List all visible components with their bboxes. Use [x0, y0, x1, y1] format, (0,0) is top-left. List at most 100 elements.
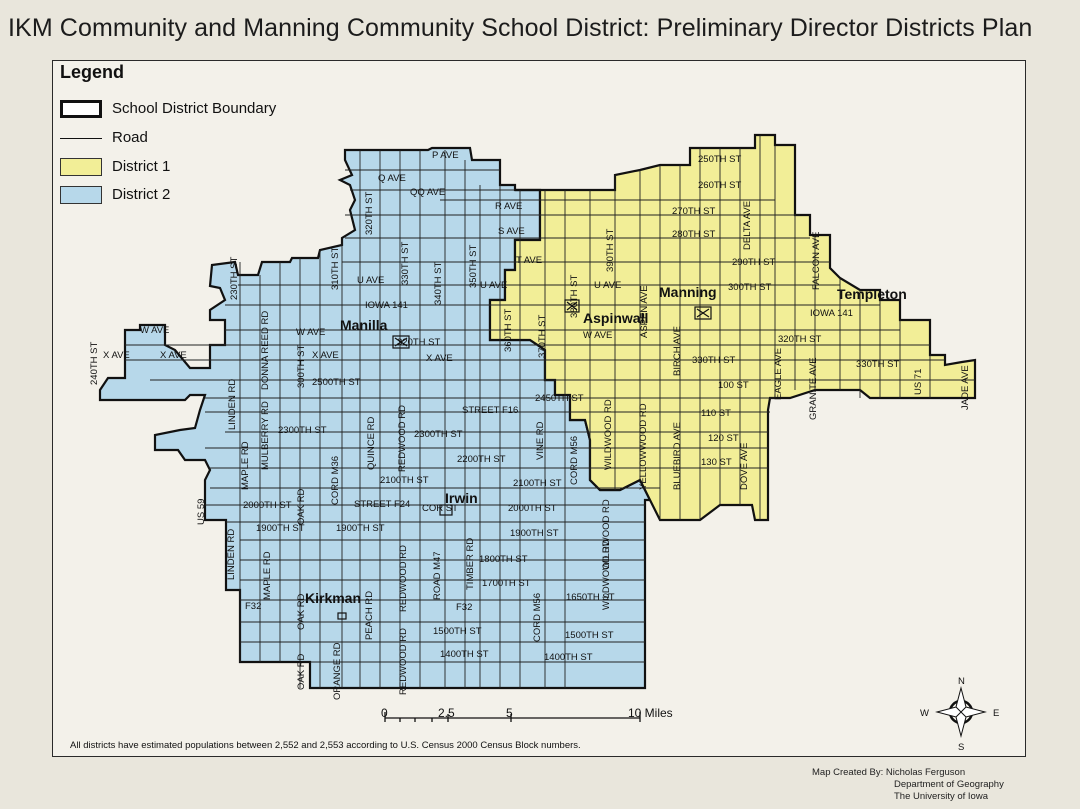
road-label: LINDEN RD — [227, 379, 238, 430]
compass-west: W — [920, 708, 929, 719]
scale-tick-label: 10 Miles — [628, 706, 673, 720]
road-label: U AVE — [480, 280, 507, 291]
road-label: 1900TH ST — [510, 528, 559, 539]
road-labels-vertical: 310TH ST 320TH ST 330TH ST 340TH ST 350T… — [89, 192, 971, 700]
road-label: 320TH ST — [778, 334, 821, 345]
road-label: STREET F16 — [462, 405, 518, 416]
road-label: 250TH ST — [698, 154, 741, 165]
road-label: 110 ST — [701, 408, 731, 419]
road-label: EAGLE AVE — [773, 348, 784, 400]
town-aspinwall: Aspinwall — [583, 310, 648, 326]
road-label: 330TH ST — [856, 359, 899, 370]
town-manning: Manning — [659, 284, 717, 300]
road-label: S AVE — [498, 226, 525, 237]
credit-line: Department of Geography — [894, 779, 1004, 790]
road-label: REDWOOD RD — [397, 405, 408, 472]
compass-north: N — [958, 676, 965, 687]
district-1-swatch — [60, 158, 102, 176]
road-label: 330TH ST — [692, 355, 735, 366]
road-label: 280TH ST — [672, 229, 715, 240]
road-label: Q AVE — [378, 173, 406, 184]
road-label: X AVE — [160, 350, 187, 361]
road-label: CORD M56 — [532, 593, 543, 642]
legend-title: Legend — [60, 62, 125, 82]
road-label: BIRCH AVE — [672, 326, 683, 376]
road-label: JADE AVE — [960, 365, 971, 410]
road-label: U AVE — [594, 280, 621, 291]
road-label: ORANGE RD — [332, 642, 343, 700]
road-label: 1700TH ST — [482, 578, 531, 589]
road-label: 350TH ST — [468, 245, 479, 288]
road-label: 2300TH ST — [278, 425, 327, 436]
road-label: WILDWOOD RD — [603, 399, 614, 470]
town-irwin: Irwin — [445, 490, 478, 506]
road-label: MAPLE RD — [240, 441, 251, 490]
road-label: LINDEN RD — [226, 529, 237, 580]
road-label: 380TH ST — [569, 275, 580, 318]
district-2-swatch — [60, 186, 102, 204]
road-label: 360TH ST — [503, 309, 514, 352]
road-label: 340TH ST — [433, 262, 444, 305]
road-label: X AVE — [103, 350, 130, 361]
road-label: US 59 — [196, 499, 207, 525]
scale-tick-label: 5 — [506, 706, 513, 720]
map-credit: Map Created By: Nicholas Ferguson Depart… — [812, 767, 1004, 803]
scale-tick-label: 2.5 — [438, 706, 455, 720]
road-label: OAK RD — [296, 488, 307, 525]
road-label: IOWA 141 — [365, 300, 408, 311]
compass-south: S — [958, 742, 964, 753]
road-label: DELTA AVE — [742, 201, 753, 250]
road-label: DONNA REED RD — [260, 311, 271, 390]
road-label: X AVE — [426, 353, 453, 364]
road-label: WILDWOOD RD — [601, 499, 612, 570]
road-label: CORD M56 — [569, 436, 580, 485]
road-label: YELLOWWOOD RD — [638, 403, 649, 490]
town-kirkman: Kirkman — [305, 590, 361, 606]
road-label: REDWOOD RD — [398, 545, 409, 612]
legend-label: District 2 — [112, 186, 171, 203]
road-label: TIMBER RD — [465, 538, 476, 590]
road-label: IOWA 141 — [810, 308, 853, 319]
road-label: REDWOOD RD — [398, 628, 409, 695]
road-label: GRANITE AVE — [808, 357, 819, 420]
road-label: BLUEBIRD AVE — [672, 422, 683, 490]
road-label: 240TH ST — [89, 342, 100, 385]
road-label: R AVE — [495, 201, 522, 212]
road-label: 2300TH ST — [414, 429, 463, 440]
road-label: 330TH ST — [400, 242, 411, 285]
road-label: ROAD M47 — [432, 551, 443, 600]
road-label: 320TH ST — [364, 192, 375, 235]
road-label: 1800TH ST — [479, 554, 528, 565]
road-label: 1900TH ST — [256, 523, 305, 534]
road-label: DOVE AVE — [739, 443, 750, 490]
road-label: 2100TH ST — [380, 475, 429, 486]
town-templeton: Templeton — [837, 286, 907, 302]
road-label: 1650TH ST — [566, 592, 615, 603]
road-label: VINE RD — [535, 421, 546, 460]
road-label: QQ AVE — [410, 187, 445, 198]
road-label: MAPLE RD — [262, 551, 273, 600]
road-label: 290TH ST — [732, 257, 775, 268]
road-network — [125, 135, 975, 688]
road-label: U AVE — [357, 275, 384, 286]
road-label: 310TH ST — [330, 247, 341, 290]
road-label: 390TH ST — [605, 229, 616, 272]
road-label: ASPEN AVE — [639, 285, 650, 338]
road-label: W AVE — [583, 330, 612, 341]
road-label: X AVE — [312, 350, 339, 361]
road-label: OAK RD — [296, 653, 307, 690]
compass-rose-icon: N S E W — [920, 676, 999, 753]
population-footnote: All districts have estimated populations… — [70, 740, 581, 751]
scale-tick-label: 0 — [381, 706, 388, 720]
road-label: P AVE — [432, 150, 459, 161]
town-markers — [337, 299, 712, 620]
road-label: 230TH ST — [229, 257, 240, 300]
road-label: 2000TH ST — [243, 500, 292, 511]
road-label: 320TH ST — [397, 337, 440, 348]
legend-label: Road — [112, 129, 148, 146]
road-label: STREET F24 — [354, 499, 410, 510]
road-label: 2500TH ST — [312, 377, 361, 388]
legend-label: School District Boundary — [112, 100, 277, 117]
road-label: 1400TH ST — [544, 652, 593, 663]
road-label: W AVE — [140, 325, 169, 336]
